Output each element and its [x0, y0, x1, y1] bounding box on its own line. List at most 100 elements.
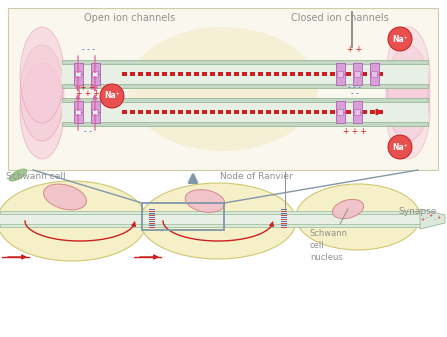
Ellipse shape — [388, 27, 412, 51]
Bar — [74, 101, 83, 112]
Ellipse shape — [333, 200, 363, 219]
Bar — [149, 209, 155, 210]
Ellipse shape — [0, 181, 147, 261]
Text: Schwann
cell
nucleus: Schwann cell nucleus — [310, 229, 348, 262]
Text: Synapse: Synapse — [399, 207, 437, 215]
Bar — [62, 122, 428, 126]
Bar — [154, 72, 159, 76]
Text: Open ion channels: Open ion channels — [84, 13, 176, 23]
Bar — [146, 72, 151, 76]
Bar — [75, 71, 81, 77]
Bar — [122, 72, 127, 76]
Text: Na⁺: Na⁺ — [104, 92, 120, 100]
Ellipse shape — [128, 27, 318, 151]
Bar — [194, 72, 199, 76]
Bar — [8, 8, 438, 170]
Ellipse shape — [386, 63, 430, 159]
Bar — [346, 72, 351, 76]
Text: Schwann cell: Schwann cell — [6, 172, 66, 181]
Bar — [330, 110, 335, 114]
Text: +: + — [429, 213, 433, 218]
Ellipse shape — [140, 183, 296, 259]
Bar — [92, 71, 98, 77]
Ellipse shape — [386, 45, 430, 141]
Bar — [281, 216, 287, 218]
Bar — [0, 211, 425, 214]
Bar — [290, 110, 295, 114]
Bar — [178, 72, 183, 76]
Bar — [149, 211, 155, 212]
Bar — [298, 72, 303, 76]
Bar — [226, 110, 231, 114]
Bar — [0, 224, 425, 227]
Bar — [336, 74, 345, 85]
Bar — [62, 61, 428, 87]
Bar — [338, 72, 343, 76]
Bar — [76, 111, 80, 114]
Ellipse shape — [43, 184, 86, 210]
Bar — [281, 222, 287, 224]
Bar — [336, 112, 345, 123]
Bar — [202, 110, 207, 114]
Bar — [281, 209, 287, 210]
Bar — [290, 72, 295, 76]
Bar — [370, 63, 379, 74]
Bar — [336, 101, 345, 112]
Bar — [75, 109, 81, 115]
Bar — [266, 72, 271, 76]
Bar — [242, 110, 247, 114]
Bar — [314, 72, 319, 76]
Bar — [93, 72, 97, 75]
Ellipse shape — [20, 45, 64, 141]
Bar — [378, 72, 383, 76]
Bar — [330, 72, 335, 76]
Text: + + +: + + + — [76, 89, 100, 98]
Text: Na⁺: Na⁺ — [392, 34, 408, 43]
Bar — [149, 224, 155, 226]
Bar — [162, 72, 167, 76]
Bar — [154, 110, 159, 114]
Bar — [210, 110, 215, 114]
Bar — [62, 98, 428, 102]
Ellipse shape — [9, 169, 27, 181]
Bar — [186, 110, 191, 114]
Bar — [186, 72, 191, 76]
Bar — [346, 110, 351, 114]
Ellipse shape — [20, 27, 64, 123]
Bar — [371, 71, 377, 77]
Bar — [92, 109, 98, 115]
Bar — [353, 101, 362, 112]
Bar — [281, 213, 287, 214]
Bar — [138, 72, 143, 76]
Ellipse shape — [185, 190, 225, 212]
Bar — [130, 110, 135, 114]
Bar — [282, 110, 287, 114]
Bar — [281, 211, 287, 212]
Bar — [281, 220, 287, 222]
Bar — [337, 109, 343, 115]
Bar — [234, 110, 239, 114]
Bar — [354, 72, 359, 76]
Bar — [353, 63, 362, 74]
Text: - - -: - - - — [349, 83, 362, 92]
Bar — [258, 72, 263, 76]
Bar — [274, 110, 279, 114]
Bar — [93, 111, 97, 114]
Bar — [146, 110, 151, 114]
Bar — [218, 110, 223, 114]
Bar — [74, 74, 83, 85]
Bar — [178, 110, 183, 114]
Bar — [353, 74, 362, 85]
Text: Na⁺: Na⁺ — [392, 143, 408, 152]
Bar — [130, 72, 135, 76]
Bar — [149, 216, 155, 218]
Bar — [281, 224, 287, 226]
Bar — [62, 99, 428, 125]
Bar — [0, 214, 425, 224]
Bar — [314, 110, 319, 114]
Ellipse shape — [296, 184, 420, 250]
Bar — [122, 110, 127, 114]
Bar — [306, 110, 311, 114]
Bar — [62, 84, 428, 88]
Bar — [149, 218, 155, 220]
